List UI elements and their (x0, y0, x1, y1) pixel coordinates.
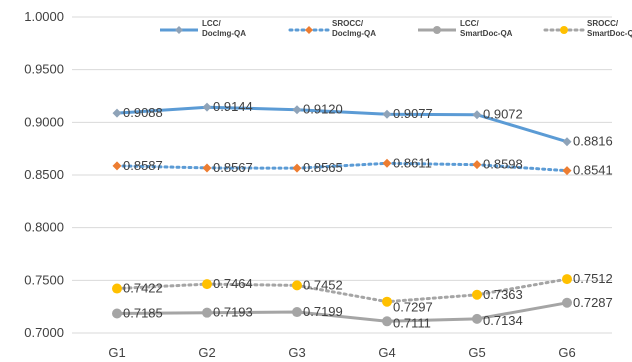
data-label: 0.8598 (483, 157, 523, 172)
legend-label: SROCC/ (587, 19, 619, 28)
series-line (115, 277, 569, 304)
y-axis: 0.7000 0.7500 0.8000 0.8500 0.9000 0.9500 1.00… (24, 9, 64, 340)
data-point (112, 108, 122, 118)
y-tick-label: 1.0000 (24, 9, 64, 24)
data-point (292, 280, 302, 291)
series-line (116, 105, 568, 144)
data-point (292, 163, 302, 173)
legend-label: LCC/ (202, 19, 221, 28)
series-group (112, 102, 572, 327)
data-point (472, 289, 482, 300)
data-label: 0.7134 (483, 313, 523, 328)
data-point (382, 296, 392, 307)
data-label: 0.8541 (573, 163, 613, 178)
data-label: 0.9077 (393, 106, 433, 121)
x-tick-label: G1 (108, 345, 125, 360)
legend-label: DocImg-QA (332, 29, 376, 38)
data-label: 0.8567 (213, 160, 253, 175)
data-point (562, 166, 572, 176)
data-label: 0.7452 (303, 277, 343, 292)
data-point (202, 163, 212, 173)
data-label: 0.9088 (123, 105, 163, 120)
legend-marker (560, 26, 568, 34)
data-point (382, 109, 392, 119)
data-point (112, 308, 122, 319)
x-axis: G1 G2 G3 G4 G5 G6 (108, 345, 575, 360)
data-point (202, 279, 212, 290)
data-point (382, 316, 392, 327)
y-tick-label: 0.7500 (24, 272, 64, 287)
data-label: 0.8587 (123, 158, 163, 173)
series-line (115, 161, 569, 173)
x-tick-label: G6 (558, 345, 575, 360)
data-point (562, 297, 572, 308)
x-tick-label: G5 (468, 345, 485, 360)
data-label: 0.7185 (123, 306, 163, 321)
legend-marker (175, 26, 183, 34)
legend-marker (433, 26, 441, 34)
legend-label: LCC/ (460, 19, 479, 28)
series-line (116, 301, 568, 323)
data-point (472, 160, 482, 170)
legend-label: SmartDoc-QA (587, 29, 632, 38)
data-point (472, 110, 482, 120)
data-point (562, 137, 572, 147)
data-point (292, 105, 302, 115)
data-label: 0.7363 (483, 287, 523, 302)
data-point (202, 307, 212, 318)
data-label: 0.9120 (303, 102, 343, 117)
data-label: 0.7512 (573, 271, 613, 286)
legend: LCC/DocImg-QASROCC/DocImg-QALCC/SmartDoc… (160, 19, 632, 38)
x-tick-label: G4 (378, 345, 395, 360)
data-labels: 0.9088 0.9144 0.9120 0.9077 0.9072 0.8816 0.85… (123, 99, 613, 330)
data-point (112, 161, 122, 171)
data-label: 0.8611 (393, 155, 432, 170)
data-label: 0.7199 (303, 304, 343, 319)
data-label: 0.9072 (483, 107, 523, 122)
y-tick-label: 0.9500 (24, 62, 64, 77)
gridlines (72, 16, 612, 334)
data-label: 0.7464 (213, 276, 253, 291)
data-label: 0.8816 (573, 134, 613, 149)
data-label: 0.7287 (573, 295, 613, 310)
data-point (382, 158, 392, 168)
data-point (202, 102, 212, 112)
y-tick-label: 0.8500 (24, 167, 64, 182)
legend-label: DocImg-QA (202, 29, 246, 38)
x-tick-label: G2 (198, 345, 215, 360)
x-tick-label: G3 (288, 345, 305, 360)
data-label: 0.7193 (213, 305, 253, 320)
y-tick-label: 0.9000 (24, 114, 64, 129)
data-point (472, 313, 482, 324)
y-tick-label: 0.8000 (24, 220, 64, 235)
legend-marker (305, 26, 313, 34)
legend-label: SROCC/ (332, 19, 364, 28)
y-tick-label: 0.7000 (24, 325, 64, 340)
data-point (112, 283, 122, 294)
data-label: 0.7111 (393, 315, 431, 330)
data-point (292, 307, 302, 318)
data-label: 0.8565 (303, 160, 343, 175)
data-point (562, 274, 572, 285)
data-label: 0.7422 (123, 281, 163, 296)
data-label: 0.7297 (393, 300, 433, 315)
data-label: 0.9144 (213, 99, 253, 114)
legend-label: SmartDoc-QA (460, 29, 513, 38)
